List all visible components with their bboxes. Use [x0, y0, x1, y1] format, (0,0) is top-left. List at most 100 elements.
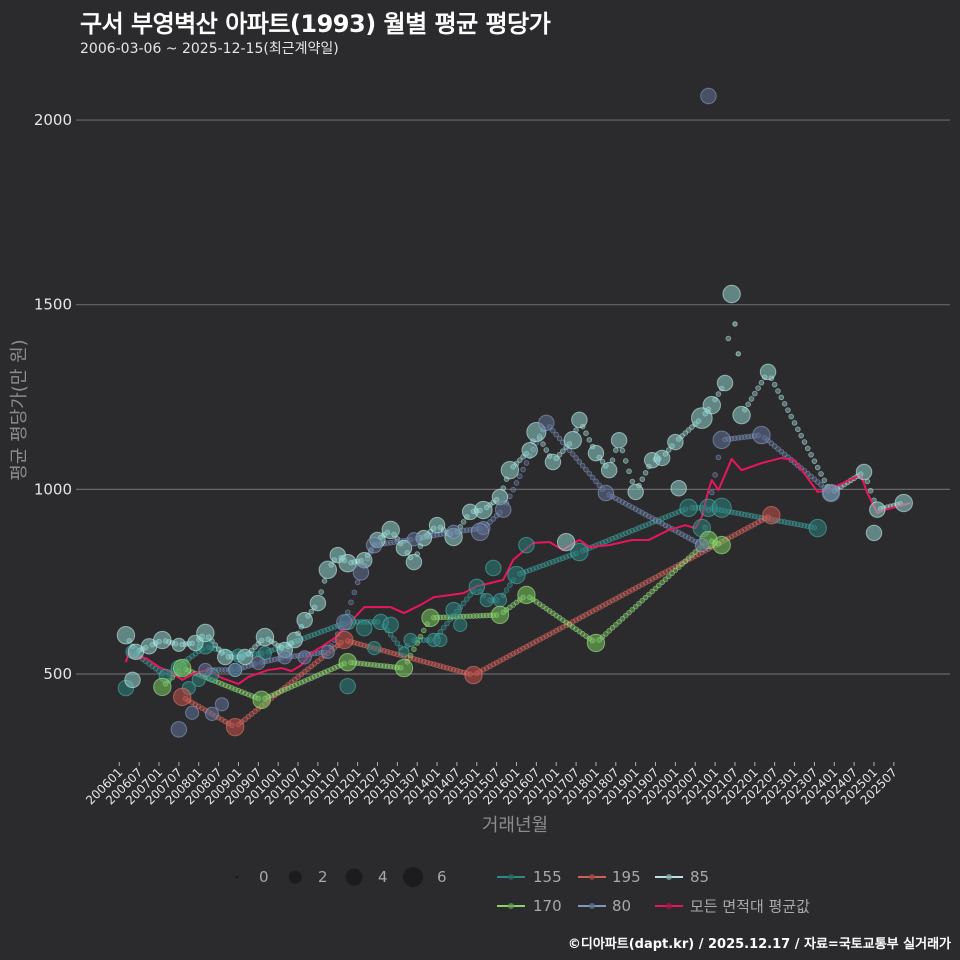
data-point[interactable]: [518, 536, 535, 554]
data-point[interactable]: [406, 532, 421, 547]
data-point[interactable]: [670, 480, 687, 497]
data-point[interactable]: [570, 542, 589, 562]
data-point[interactable]: [722, 284, 741, 304]
data-point[interactable]: [335, 630, 354, 650]
data-point[interactable]: [228, 662, 243, 678]
data-point[interactable]: [395, 539, 413, 557]
data-point[interactable]: [556, 532, 576, 552]
data-point[interactable]: [869, 501, 886, 518]
data-point[interactable]: [587, 444, 605, 462]
data-point[interactable]: [252, 690, 271, 710]
data-point[interactable]: [694, 538, 709, 553]
data-point[interactable]: [339, 677, 356, 695]
data-point[interactable]: [468, 578, 486, 596]
data-point[interactable]: [495, 501, 512, 518]
data-point[interactable]: [474, 500, 493, 520]
data-point[interactable]: [808, 518, 827, 538]
data-point[interactable]: [563, 431, 582, 450]
data-point[interactable]: [236, 648, 254, 666]
data-point[interactable]: [309, 594, 327, 612]
data-point[interactable]: [600, 461, 618, 479]
data-point[interactable]: [198, 662, 213, 678]
data-point[interactable]: [627, 483, 644, 501]
data-point[interactable]: [153, 677, 172, 697]
data-point[interactable]: [216, 648, 234, 666]
data-point[interactable]: [257, 645, 273, 661]
data-point[interactable]: [381, 520, 400, 540]
data-point[interactable]: [610, 431, 628, 449]
data-point[interactable]: [735, 351, 741, 357]
data-point[interactable]: [421, 608, 440, 628]
data-point[interactable]: [170, 721, 188, 738]
data-point[interactable]: [485, 559, 502, 577]
data-point[interactable]: [538, 414, 555, 432]
data-point[interactable]: [365, 536, 383, 554]
data-point[interactable]: [367, 641, 382, 656]
data-point[interactable]: [464, 665, 483, 685]
data-point[interactable]: [716, 374, 734, 392]
data-point[interactable]: [712, 430, 731, 450]
data-point[interactable]: [507, 565, 526, 585]
data-point[interactable]: [679, 498, 698, 518]
data-point[interactable]: [711, 497, 732, 518]
data-point[interactable]: [732, 405, 751, 425]
data-point[interactable]: [318, 560, 338, 580]
data-point[interactable]: [752, 425, 771, 445]
data-point[interactable]: [544, 453, 562, 471]
data-point[interactable]: [865, 524, 883, 542]
data-point[interactable]: [225, 717, 245, 737]
data-point[interactable]: [297, 650, 312, 665]
data-point[interactable]: [255, 627, 275, 647]
data-point[interactable]: [597, 484, 615, 502]
data-point[interactable]: [356, 619, 373, 637]
data-point[interactable]: [492, 593, 508, 608]
data-point[interactable]: [521, 441, 538, 459]
data-point[interactable]: [251, 655, 266, 671]
data-point[interactable]: [191, 672, 206, 687]
data-point[interactable]: [185, 705, 200, 720]
data-point[interactable]: [653, 449, 671, 467]
data-point[interactable]: [700, 87, 717, 105]
data-point[interactable]: [204, 706, 220, 721]
data-point[interactable]: [453, 617, 468, 632]
data-point[interactable]: [403, 632, 418, 648]
data-point[interactable]: [277, 650, 292, 665]
data-point[interactable]: [171, 637, 186, 652]
data-point[interactable]: [352, 564, 370, 581]
data-point[interactable]: [433, 632, 448, 648]
data-point[interactable]: [759, 363, 777, 381]
data-point[interactable]: [821, 483, 841, 503]
data-point[interactable]: [172, 687, 192, 707]
data-point[interactable]: [405, 553, 423, 571]
data-point[interactable]: [517, 585, 536, 605]
data-point[interactable]: [196, 623, 215, 643]
data-point[interactable]: [394, 658, 414, 678]
data-point[interactable]: [428, 516, 446, 534]
data-point[interactable]: [296, 611, 313, 629]
data-point[interactable]: [712, 535, 731, 555]
data-point[interactable]: [172, 658, 192, 678]
data-point[interactable]: [586, 633, 606, 653]
data-point[interactable]: [894, 493, 913, 513]
data-point[interactable]: [500, 460, 520, 480]
data-point[interactable]: [445, 601, 462, 619]
data-point[interactable]: [382, 616, 399, 634]
data-point[interactable]: [446, 524, 461, 539]
data-point[interactable]: [732, 321, 738, 327]
data-point[interactable]: [153, 630, 172, 650]
data-point[interactable]: [398, 646, 410, 658]
data-point[interactable]: [490, 605, 510, 625]
data-point[interactable]: [116, 626, 136, 645]
data-point[interactable]: [571, 411, 588, 429]
data-point[interactable]: [338, 554, 357, 573]
data-point[interactable]: [479, 593, 494, 608]
data-point[interactable]: [855, 463, 873, 481]
data-point[interactable]: [320, 644, 335, 659]
data-point[interactable]: [470, 522, 490, 542]
data-point[interactable]: [336, 614, 353, 631]
data-point[interactable]: [762, 506, 781, 525]
data-point[interactable]: [702, 395, 721, 415]
data-point[interactable]: [124, 671, 141, 689]
data-point[interactable]: [338, 652, 357, 672]
data-point[interactable]: [214, 697, 230, 712]
